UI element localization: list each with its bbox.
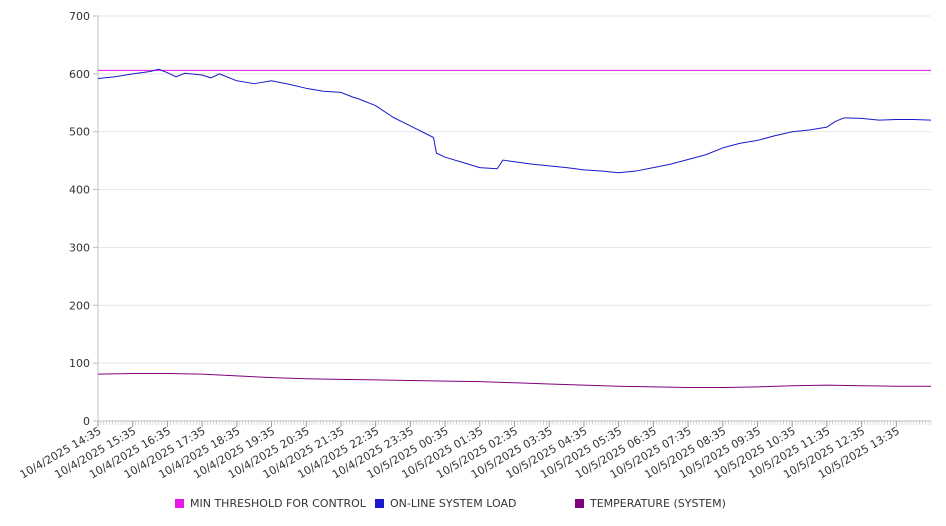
legend: MIN THRESHOLD FOR CONTROL ON-LINE SYSTEM…: [0, 497, 946, 515]
series-line-1: [97, 68, 932, 174]
legend-item-temperature[interactable]: TEMPERATURE (SYSTEM): [575, 497, 726, 510]
y-tick-label: 0: [83, 415, 90, 428]
y-tick-label: 600: [69, 68, 90, 81]
y-tick-label: 300: [69, 241, 90, 254]
legend-item-min-threshold[interactable]: MIN THRESHOLD FOR CONTROL: [175, 497, 366, 510]
legend-swatch-system-load: [375, 499, 384, 508]
y-tick-label: 500: [69, 126, 90, 139]
legend-label-system-load: ON-LINE SYSTEM LOAD: [390, 497, 517, 510]
gridlines: [98, 15, 931, 364]
y-tick-label: 100: [69, 357, 90, 370]
axes: [97, 16, 932, 425]
legend-label-temperature: TEMPERATURE (SYSTEM): [590, 497, 726, 510]
legend-item-system-load[interactable]: ON-LINE SYSTEM LOAD: [375, 497, 516, 510]
y-tick-label: 200: [69, 299, 90, 312]
y-axis-ticks: 0 100 200 300 400 500 600 700: [69, 10, 98, 428]
y-tick-label: 700: [69, 10, 90, 23]
legend-swatch-min-threshold: [175, 499, 184, 508]
y-tick-label: 400: [69, 184, 90, 197]
legend-label-min-threshold: MIN THRESHOLD FOR CONTROL: [190, 497, 366, 510]
legend-swatch-temperature: [575, 499, 584, 508]
series-lines: [97, 68, 932, 388]
series-line-2: [97, 373, 931, 388]
